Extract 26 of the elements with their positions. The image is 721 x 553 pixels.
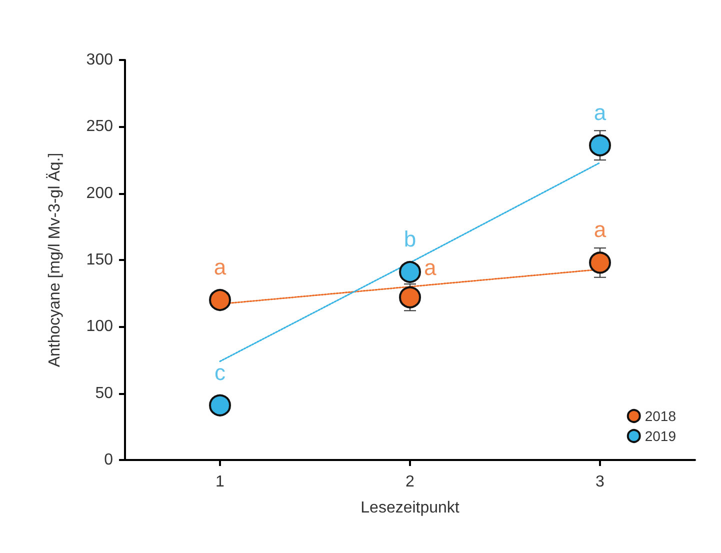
y-axis-title: Anthocyane [mg/l Mv-3-gl Äq.] [46,152,64,368]
annotation: a [594,217,607,242]
annotation: a [594,100,607,125]
y-tick-label: 0 [104,452,114,468]
y-tick-label: 250 [86,118,114,136]
legend-label: 2019 [644,428,676,444]
point [589,252,611,274]
annotation: a [214,254,227,280]
y-tick-label: 50 [95,384,114,402]
x-tick-label: 2 [406,474,415,490]
y-tick-label: 200 [86,184,114,202]
point [209,394,231,416]
annotation: c [214,360,226,385]
y-tick-label: 100 [86,318,114,336]
y-tick-label: 150 [86,252,114,268]
point [399,261,421,283]
x-tick-label: 3 [596,474,605,490]
y-tick-label: 300 [86,52,114,68]
x-axis-title: Lesezeitpunkt [360,500,460,516]
legend-label: 2018 [644,408,676,424]
annotation: b [404,226,416,252]
annotation: a [424,254,437,280]
point [209,289,231,311]
x-tick-label: 1 [216,474,225,490]
point [399,286,421,308]
point [589,134,611,156]
